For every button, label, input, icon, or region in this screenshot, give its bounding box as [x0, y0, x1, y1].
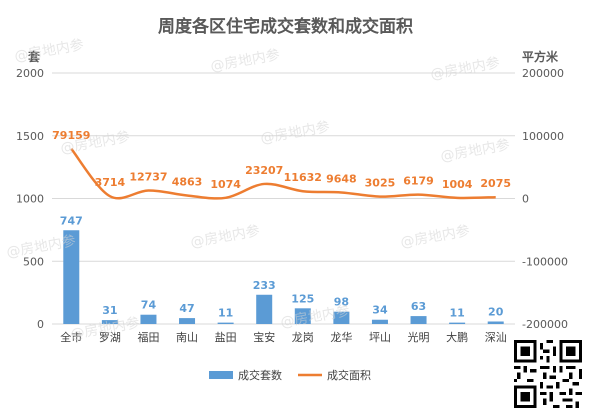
- bar-data-label: 125: [291, 292, 314, 305]
- category-label: 宝安: [253, 330, 275, 344]
- line-data-label: 23207: [245, 164, 283, 177]
- bar-data-label: 20: [488, 305, 504, 318]
- line-data-label: 3025: [365, 177, 396, 190]
- bar-data-label: 74: [141, 299, 157, 312]
- line-data-label: 3714: [95, 176, 126, 189]
- legend-swatch-bars: [209, 371, 233, 379]
- bar-data-label: 47: [179, 302, 194, 315]
- left-tick-label: 1000: [16, 193, 44, 206]
- line-data-label: 1004: [442, 178, 473, 191]
- category-label: 光明: [408, 330, 430, 344]
- line-data-label: 9648: [326, 172, 357, 185]
- line-data-label: 11632: [284, 171, 322, 184]
- left-tick-label: 500: [23, 255, 44, 268]
- bar-南山: [179, 318, 196, 324]
- bar-data-label: 63: [411, 300, 426, 313]
- category-label: 全市: [60, 330, 82, 344]
- bar-宝安: [256, 294, 273, 324]
- bar-福田: [140, 314, 157, 324]
- line-data-label: 4863: [172, 175, 203, 188]
- legend-label: 成交面积: [327, 368, 371, 382]
- left-tick-label: 2000: [16, 67, 44, 80]
- right-axis-label: 平方米: [522, 49, 559, 64]
- line-data-label: 12737: [129, 171, 167, 184]
- bar-data-label: 34: [372, 304, 388, 317]
- bar-坪山: [371, 319, 388, 324]
- category-label: 龙华: [330, 330, 352, 344]
- right-tick-label: -200000: [522, 318, 568, 331]
- legend-label: 成交套数: [238, 368, 282, 382]
- bar-data-label: 747: [60, 214, 83, 227]
- bar-龙岗: [294, 308, 311, 324]
- chart-title: 周度各区住宅成交套数和成交面积: [158, 16, 413, 37]
- line-data-label: 1074: [210, 178, 241, 191]
- bar-大鹏: [449, 322, 466, 324]
- bar-data-label: 11: [449, 307, 464, 320]
- category-label: 罗湖: [99, 331, 121, 344]
- line-data-label: 6179: [403, 175, 434, 188]
- right-tick-label: -100000: [522, 255, 568, 268]
- category-label: 南山: [176, 331, 198, 344]
- bar-深汕: [487, 321, 504, 324]
- bar-盐田: [217, 322, 234, 324]
- bar-data-label: 11: [218, 307, 233, 320]
- category-label: 盐田: [215, 331, 237, 344]
- line-data-label: 2075: [480, 177, 511, 190]
- category-label: 深汕: [485, 331, 507, 344]
- category-label: 福田: [137, 330, 159, 344]
- category-label: 大鹏: [446, 330, 468, 344]
- bar-罗湖: [101, 320, 118, 324]
- bar-光明: [410, 316, 427, 324]
- line-data-label: 79159: [52, 129, 90, 142]
- category-label: 坪山: [369, 331, 391, 344]
- area-line-series: [70, 148, 496, 200]
- bar-data-label: 31: [102, 304, 117, 317]
- right-tick-label: 100000: [522, 130, 564, 143]
- left-tick-label: 1500: [16, 130, 44, 143]
- bar-data-label: 233: [253, 279, 276, 292]
- bar-全市: [63, 230, 80, 324]
- qr-code-image: [514, 340, 582, 408]
- right-tick-label: 200000: [522, 67, 564, 80]
- category-label: 龙岗: [292, 331, 314, 344]
- right-tick-label: 0: [522, 193, 529, 206]
- bar-龙华: [333, 311, 350, 324]
- bar-data-label: 98: [334, 296, 349, 309]
- left-axis-label: 套: [27, 49, 41, 64]
- left-tick-label: 0: [37, 318, 44, 331]
